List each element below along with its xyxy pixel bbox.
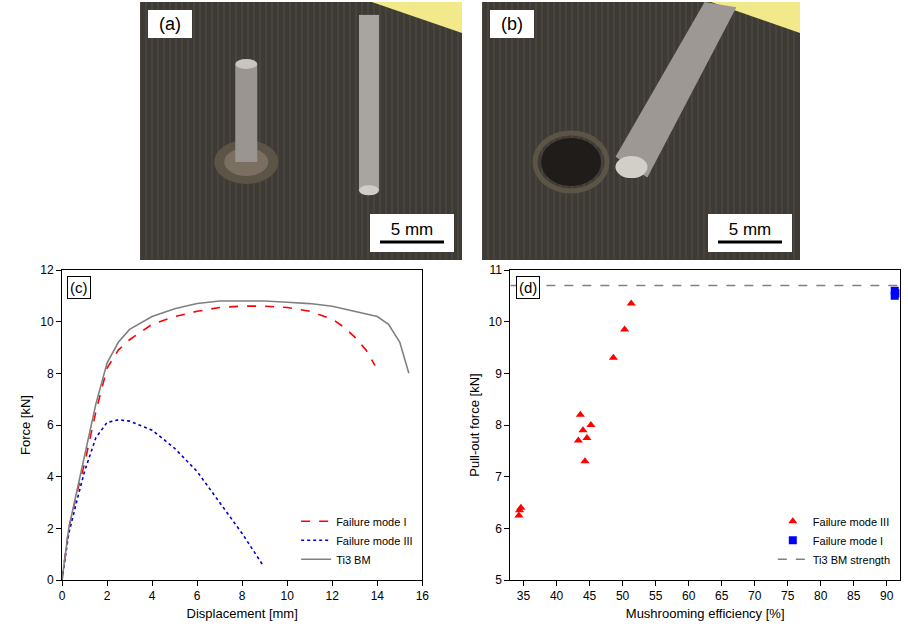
svg-text:(c): (c): [70, 279, 88, 296]
svg-text:10: 10: [281, 589, 295, 603]
svg-text:Ti3 BM strength: Ti3 BM strength: [813, 554, 890, 566]
svg-text:Mushrooming efficiency [%]: Mushrooming efficiency [%]: [626, 606, 785, 621]
svg-text:11: 11: [489, 263, 502, 277]
svg-text:16: 16: [416, 589, 430, 603]
svg-text:50: 50: [616, 589, 630, 603]
svg-text:8: 8: [239, 589, 246, 603]
svg-text:6: 6: [495, 522, 502, 536]
svg-text:0: 0: [59, 589, 66, 603]
svg-text:0: 0: [47, 573, 54, 587]
svg-text:35: 35: [517, 589, 531, 603]
svg-text:70: 70: [748, 589, 762, 603]
svg-text:40: 40: [550, 589, 564, 603]
svg-text:8: 8: [47, 367, 54, 381]
svg-text:5 mm: 5 mm: [391, 220, 434, 239]
svg-text:Displacement [mm]: Displacement [mm]: [187, 606, 298, 621]
svg-text:14: 14: [371, 589, 385, 603]
svg-text:60: 60: [682, 589, 696, 603]
svg-text:75: 75: [781, 589, 795, 603]
svg-text:Pull-out force [kN]: Pull-out force [kN]: [467, 373, 482, 476]
svg-text:(a): (a): [159, 14, 181, 34]
svg-text:(d): (d): [519, 279, 537, 296]
svg-text:10: 10: [489, 315, 503, 329]
svg-text:65: 65: [715, 589, 729, 603]
svg-text:10: 10: [40, 315, 54, 329]
svg-text:(b): (b): [501, 14, 523, 34]
svg-text:8: 8: [495, 418, 502, 432]
svg-text:Force [kN]: Force [kN]: [18, 395, 33, 455]
svg-text:5: 5: [495, 573, 502, 587]
svg-text:45: 45: [583, 589, 597, 603]
svg-text:9: 9: [495, 367, 502, 381]
svg-text:80: 80: [814, 589, 828, 603]
svg-text:Failure mode III: Failure mode III: [336, 535, 412, 547]
svg-text:12: 12: [40, 263, 54, 277]
svg-text:Ti3 BM: Ti3 BM: [336, 554, 370, 566]
svg-text:6: 6: [194, 589, 201, 603]
svg-text:5 mm: 5 mm: [729, 220, 772, 239]
svg-text:2: 2: [104, 589, 111, 603]
svg-text:Failure mode III: Failure mode III: [813, 516, 889, 528]
svg-text:90: 90: [880, 589, 894, 603]
svg-text:4: 4: [149, 589, 156, 603]
svg-text:2: 2: [47, 522, 54, 536]
svg-text:55: 55: [649, 589, 663, 603]
svg-text:Failure mode I: Failure mode I: [813, 535, 883, 547]
svg-text:12: 12: [326, 589, 340, 603]
svg-text:4: 4: [47, 470, 54, 484]
svg-text:7: 7: [495, 470, 502, 484]
svg-text:85: 85: [847, 589, 861, 603]
svg-text:Failure mode I: Failure mode I: [336, 516, 406, 528]
svg-text:6: 6: [47, 418, 54, 432]
